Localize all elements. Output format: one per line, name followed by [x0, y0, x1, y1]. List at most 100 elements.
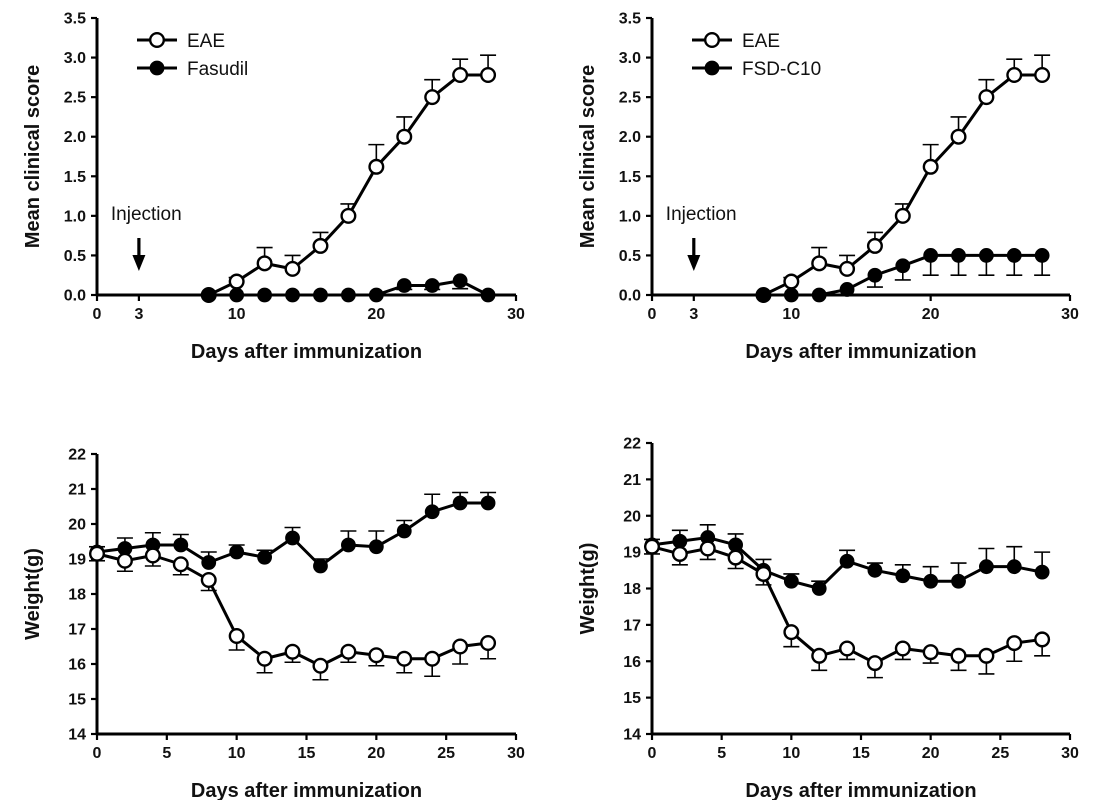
- data-point: [256, 650, 273, 667]
- y-tick-label: 3.0: [619, 50, 641, 67]
- data-point: [1034, 564, 1050, 580]
- y-tick-label: 17: [68, 622, 86, 639]
- data-point: [312, 237, 329, 254]
- data-point: [979, 559, 994, 575]
- x-tick-label: 10: [228, 745, 246, 762]
- data-point: [951, 573, 966, 589]
- y-tick-label: 14: [68, 727, 86, 744]
- x-tick-label: 0: [648, 306, 657, 323]
- legend: EAE Fasudil: [137, 31, 248, 80]
- legend-marker: [148, 32, 165, 49]
- data-point: [1006, 635, 1023, 652]
- data-point: [396, 523, 412, 539]
- y-tick-label: 3.5: [619, 11, 641, 28]
- legend-marker: [704, 32, 721, 49]
- y-tick-label: 14: [623, 727, 641, 744]
- data-point: [340, 207, 357, 224]
- y-tick-label: 0.5: [64, 248, 86, 265]
- data-point: [1034, 248, 1050, 263]
- data-point: [424, 89, 441, 106]
- data-point: [866, 655, 883, 672]
- data-point: [201, 287, 217, 303]
- y-tick-label: 22: [623, 436, 641, 453]
- x-axis-title: Days after immunization: [745, 341, 976, 363]
- y-axis-title: Weight(g): [577, 543, 599, 635]
- y-tick-label: 15: [68, 692, 86, 709]
- data-point: [480, 635, 497, 652]
- x-tick-label: 25: [991, 745, 1009, 762]
- data-point: [811, 255, 828, 272]
- data-point: [229, 544, 245, 560]
- x-tick-label: 5: [162, 745, 171, 762]
- data-point: [452, 638, 469, 655]
- data-point: [728, 537, 743, 553]
- y-tick-label: 19: [68, 552, 86, 569]
- legend-label: Fasudil: [187, 59, 248, 80]
- data-point: [424, 278, 440, 293]
- x-tick-label: 3: [689, 306, 698, 323]
- x-tick-label: 20: [367, 306, 385, 323]
- data-point: [424, 504, 440, 520]
- data-point: [452, 273, 468, 289]
- y-tick-label: 2.0: [619, 129, 641, 146]
- data-point: [839, 260, 856, 277]
- data-point: [480, 287, 496, 303]
- data-point: [312, 657, 329, 674]
- y-tick-label: 19: [623, 545, 641, 562]
- x-tick-label: 30: [507, 745, 525, 762]
- injection-arrow-head: [687, 255, 701, 271]
- x-tick-label: 0: [93, 745, 102, 762]
- data-point: [173, 537, 189, 553]
- data-point: [396, 650, 413, 667]
- x-axis-title: Days after immunization: [745, 780, 976, 800]
- data-point: [1034, 66, 1051, 83]
- data-point: [783, 624, 800, 641]
- x-tick-label: 3: [134, 306, 143, 323]
- x-tick-label: 25: [437, 745, 455, 762]
- x-tick-label: 10: [228, 306, 246, 323]
- series-fsd-c10: [756, 248, 1051, 303]
- data-point: [452, 66, 469, 83]
- data-point: [783, 273, 800, 290]
- data-point: [839, 282, 855, 297]
- data-point: [671, 545, 688, 562]
- data-point: [116, 552, 133, 569]
- x-tick-label: 10: [782, 745, 800, 762]
- injection-label: Injection: [666, 204, 737, 225]
- x-axis-title: Days after immunization: [191, 341, 422, 363]
- data-point: [783, 573, 799, 589]
- y-tick-label: 15: [623, 690, 641, 707]
- y-axis-title: Mean clinical score: [22, 65, 44, 248]
- data-point: [755, 565, 772, 582]
- data-point: [285, 530, 300, 546]
- legend-marker: [704, 60, 720, 76]
- data-point: [229, 287, 245, 303]
- y-tick-label: 18: [68, 587, 86, 604]
- series-fasudil: [201, 273, 496, 303]
- data-point: [811, 581, 827, 596]
- legend-label: FSD-C10: [742, 59, 821, 80]
- data-point: [979, 248, 994, 263]
- data-point: [480, 66, 497, 83]
- data-point: [228, 273, 245, 290]
- data-point: [480, 495, 496, 511]
- data-point: [452, 495, 468, 511]
- data-point: [922, 644, 939, 661]
- series-s1: [88, 545, 497, 681]
- data-point: [144, 547, 161, 564]
- y-tick-label: 21: [68, 482, 86, 499]
- data-point: [313, 287, 328, 303]
- legend-marker: [149, 60, 165, 76]
- data-point: [727, 549, 744, 566]
- data-point: [88, 545, 105, 562]
- data-point: [783, 287, 799, 303]
- y-tick-label: 0.5: [619, 248, 641, 265]
- x-tick-label: 20: [922, 745, 940, 762]
- data-point: [368, 287, 384, 303]
- data-point: [257, 287, 272, 303]
- y-tick-label: 3.5: [64, 11, 86, 28]
- data-point: [1034, 631, 1051, 648]
- data-point: [285, 287, 300, 303]
- y-tick-label: 2.0: [64, 129, 86, 146]
